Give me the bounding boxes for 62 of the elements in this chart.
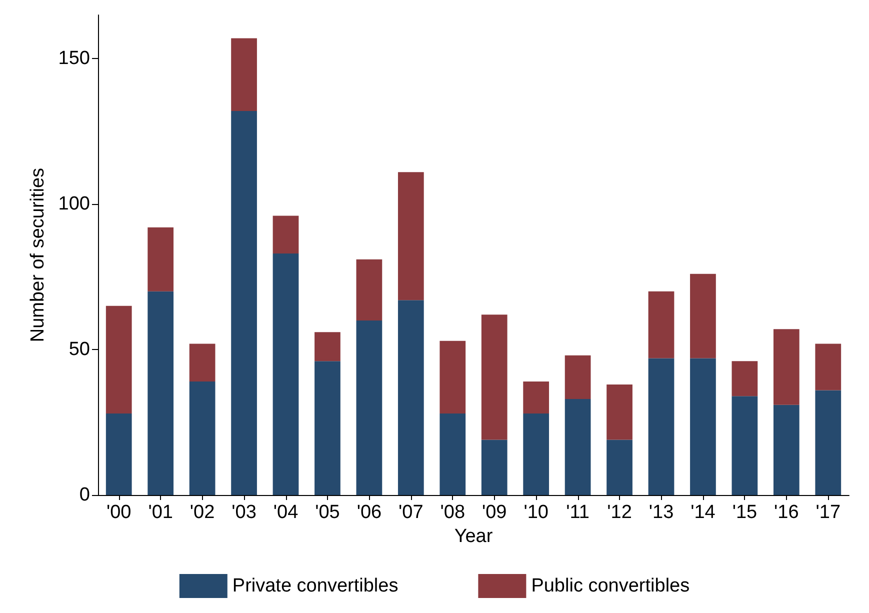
y-axis-title: Number of securities (27, 168, 48, 342)
bar (523, 414, 550, 495)
bar (356, 259, 382, 320)
x-tick-label: '17 (816, 502, 841, 523)
y-tick-label: 50 (68, 339, 90, 360)
bar (231, 111, 257, 495)
bar (648, 291, 674, 358)
bar (398, 300, 424, 495)
x-tick-label: '07 (398, 502, 424, 523)
x-tick-label: '03 (232, 502, 256, 523)
legend-label: Public convertibles (531, 576, 690, 596)
bar (481, 314, 508, 440)
bar (189, 382, 216, 495)
bar (231, 38, 257, 111)
bar (606, 384, 632, 440)
x-tick-label: '09 (482, 502, 507, 523)
bar (606, 440, 632, 495)
bar (564, 355, 591, 399)
x-tick-label: '14 (690, 502, 716, 523)
x-tick-label: '04 (273, 502, 299, 523)
bar (106, 414, 132, 495)
x-tick-label: '02 (190, 502, 215, 523)
bar (314, 332, 340, 362)
bar (148, 291, 174, 495)
bar (690, 274, 716, 358)
bar (815, 390, 842, 495)
y-tick-label: 150 (58, 48, 90, 70)
bar (564, 399, 591, 495)
x-tick-label: '05 (315, 502, 340, 523)
x-axis-title: Year (454, 526, 494, 547)
bar (732, 396, 758, 495)
bar (398, 172, 424, 300)
bar (481, 440, 508, 495)
bar (272, 254, 299, 495)
x-tick-label: '16 (774, 502, 799, 523)
x-tick-label: '01 (148, 502, 173, 523)
bar (189, 344, 216, 382)
x-tick-label: '08 (440, 502, 466, 523)
bar (314, 361, 340, 495)
x-tick-label: '11 (566, 502, 590, 523)
bar (732, 361, 758, 396)
bar (523, 382, 550, 414)
x-tick-label: '15 (732, 502, 758, 523)
bar (440, 414, 466, 495)
bar (272, 216, 299, 254)
y-tick-label: 0 (79, 484, 90, 506)
bar (648, 358, 674, 495)
x-tick-label: '10 (524, 502, 548, 523)
bar (773, 329, 800, 405)
x-tick-label: '06 (356, 502, 382, 523)
bar (148, 227, 174, 292)
legend-label: Private convertibles (232, 576, 398, 596)
bar (440, 340, 466, 414)
bar (690, 358, 716, 495)
bar (815, 344, 842, 390)
y-tick-label: 100 (58, 194, 90, 215)
x-tick-label: '00 (106, 502, 132, 523)
bar (773, 404, 800, 495)
x-tick-label: '13 (648, 502, 674, 523)
x-tick-label: '12 (607, 502, 632, 523)
bar (356, 320, 382, 495)
bar (106, 306, 132, 414)
